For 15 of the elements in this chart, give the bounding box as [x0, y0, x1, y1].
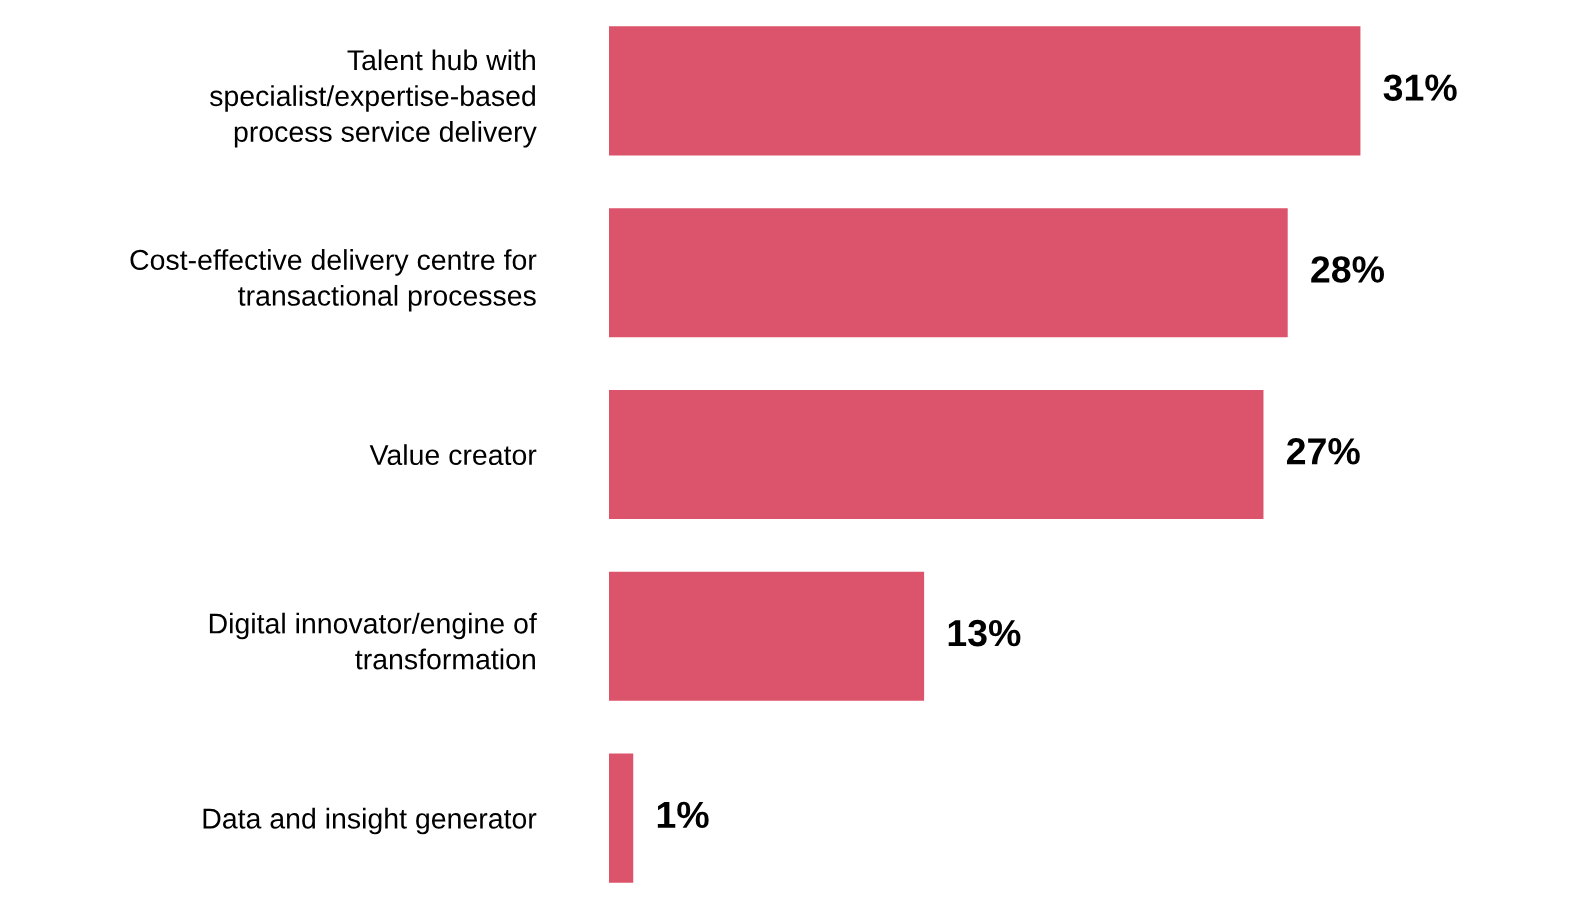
data-label: 27%: [1286, 438, 1360, 465]
y-tick-label: Talent hub with specialist/expertise-based process service delivery: [209, 49, 537, 148]
bar: [609, 753, 634, 883]
data-label: 13%: [948, 619, 1021, 647]
data-label: 31%: [1383, 74, 1457, 102]
y-tick-label: Digital innovator/engine of transformation: [209, 612, 537, 670]
data-label: 1%: [657, 801, 709, 829]
bar: [609, 389, 1264, 520]
y-tick-label: Value creator: [369, 444, 537, 466]
bar: [609, 26, 1361, 156]
bar: [609, 571, 925, 701]
data-label: 28%: [1311, 256, 1384, 283]
y-tick-label: Cost-effective delivery centre for transactional processes: [130, 249, 537, 312]
bar: [609, 208, 1288, 338]
y-tick-label: Data and insight generator: [203, 807, 537, 835]
